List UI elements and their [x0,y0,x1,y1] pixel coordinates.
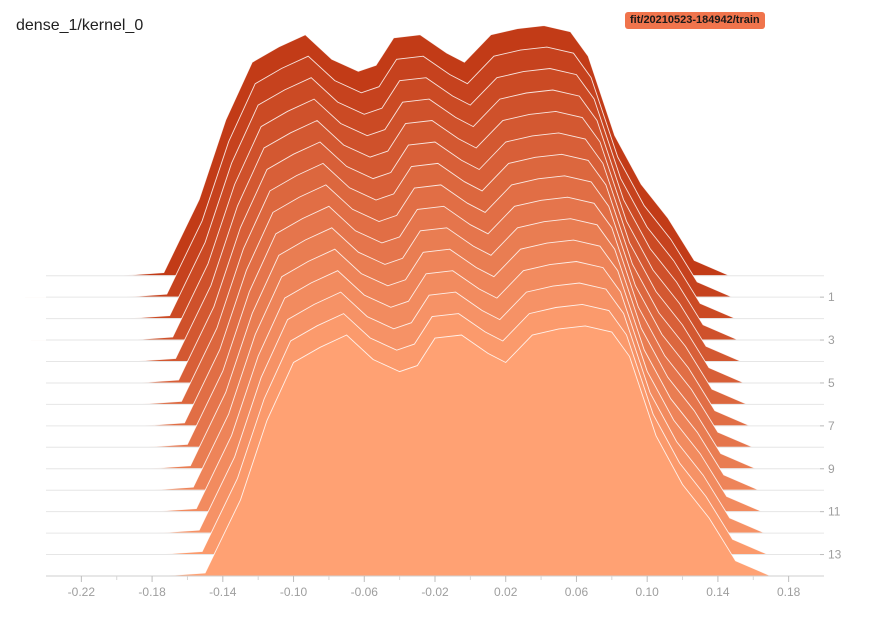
x-tick-label: 0.06 [565,585,589,599]
x-tick-label: 0.14 [706,585,730,599]
step-tick-label: 3 [828,333,835,347]
x-tick-label: -0.22 [68,585,96,599]
x-tick-label: 0.18 [777,585,801,599]
step-tick-label: 7 [828,419,835,433]
x-tick-label: -0.02 [421,585,449,599]
histogram-slice-step-14 [46,325,824,577]
x-tick-label: -0.10 [280,585,308,599]
histogram-slices [22,25,824,577]
x-tick-label: -0.14 [209,585,237,599]
step-tick-label: 9 [828,462,835,476]
step-tick-label: 5 [828,376,835,390]
step-tick-label: 1 [828,290,835,304]
step-tick-label: 13 [828,548,842,562]
chart-title: dense_1/kernel_0 [16,17,144,34]
x-tick-label: -0.18 [138,585,166,599]
x-tick-label: 0.10 [636,585,660,599]
x-tick-label: 0.02 [494,585,518,599]
run-badge: fit/20210523-184942/train [625,12,765,29]
step-tick-label: 11 [828,505,841,519]
x-axis: -0.22 -0.18 -0.14 -0.10 -0.06 -0.02 0.02 0.06 0.… [46,575,824,599]
x-tick-label: -0.06 [351,585,379,599]
